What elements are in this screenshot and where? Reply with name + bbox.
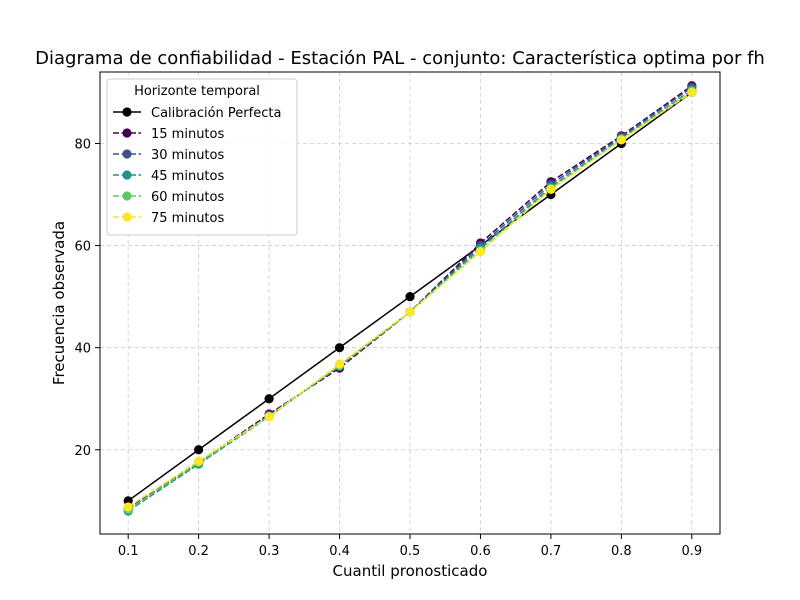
data-point: [194, 456, 204, 466]
chart-title: Diagrama de confiabilidad - Estación PAL…: [35, 48, 765, 69]
series-layer: [123, 81, 697, 516]
legend-item: 75 minutos: [113, 211, 224, 226]
data-point: [687, 87, 697, 98]
x-tick-label: 0.3: [259, 544, 280, 559]
legend-label: 45 minutos: [151, 169, 224, 184]
y-tick-label: 80: [74, 137, 91, 152]
legend-item: 30 minutos: [113, 148, 224, 163]
x-tick-label: 0.7: [541, 544, 562, 559]
legend: Horizonte temporal Calibración Perfecta 15…: [106, 78, 298, 236]
legend-label: 30 minutos: [151, 148, 224, 163]
y-tick-label: 60: [74, 240, 91, 255]
data-point: [334, 343, 345, 353]
legend-title: Horizonte temporal: [134, 84, 260, 99]
x-tick-label: 0.9: [681, 544, 702, 559]
x-tick-label: 0.5: [400, 544, 421, 559]
legend-marker: [122, 170, 132, 180]
x-axis-label: Cuantil pronosticado: [333, 562, 488, 580]
y-axis-label: Frecuencia observada: [50, 221, 68, 385]
data-point: [475, 247, 486, 257]
x-tick-label: 0.4: [329, 544, 350, 559]
y-tick-label: 40: [74, 342, 91, 357]
legend-marker: [122, 191, 132, 201]
legend-item: 15 minutos: [113, 127, 224, 142]
legend-marker: [122, 212, 132, 222]
data-point: [546, 184, 556, 195]
data-point: [405, 292, 415, 302]
data-point: [405, 307, 415, 317]
ticks-layer: 0.1 0.2 0.3 0.4 0.5 0.6 0.7 0.8 0.9 20 40 60 80: [74, 137, 702, 559]
data-point: [194, 445, 204, 455]
legend-marker: [122, 128, 132, 138]
data-point: [264, 394, 274, 404]
x-tick-label: 0.8: [611, 544, 632, 559]
legend-label: 60 minutos: [151, 190, 224, 205]
data-point: [616, 135, 626, 145]
legend-item: 60 minutos: [113, 190, 224, 205]
legend-label: Calibración Perfecta: [151, 106, 281, 121]
legend-marker: [122, 107, 132, 117]
x-tick-label: 0.6: [470, 544, 491, 559]
legend-box: [106, 78, 298, 236]
legend-marker: [122, 149, 132, 159]
legend-item: Calibración Perfecta: [113, 106, 281, 121]
legend-label: 75 minutos: [151, 211, 224, 226]
x-tick-label: 0.2: [188, 544, 209, 559]
data-point: [264, 411, 274, 422]
y-tick-label: 20: [74, 444, 91, 459]
x-tick-label: 0.1: [118, 544, 139, 559]
legend-label: 15 minutos: [151, 127, 224, 142]
series-5: [123, 87, 697, 512]
data-point: [334, 359, 345, 369]
legend-item: 45 minutos: [113, 169, 224, 184]
data-point: [123, 502, 133, 512]
